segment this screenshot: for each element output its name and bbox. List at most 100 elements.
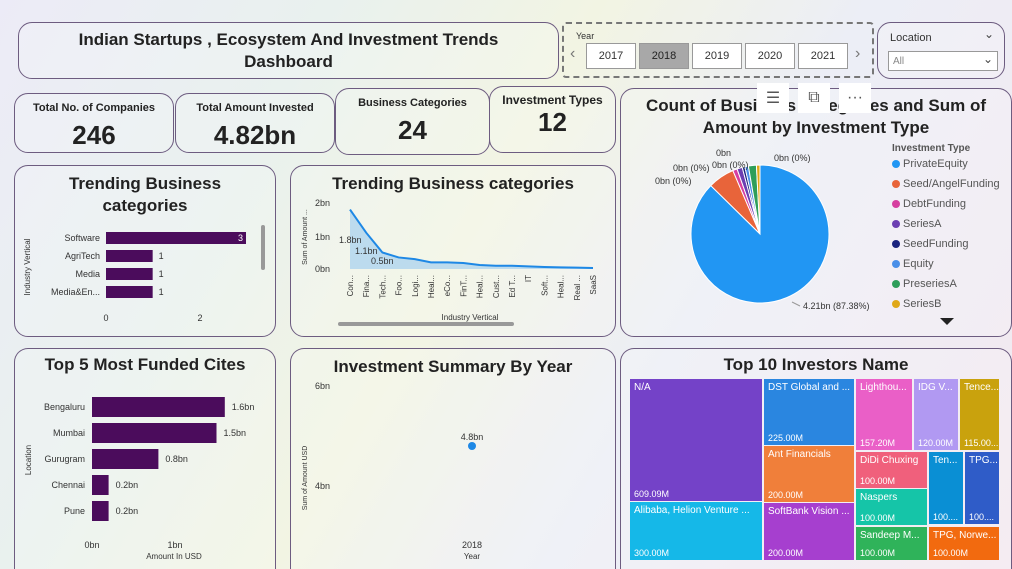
legend-item[interactable]: Equity — [892, 258, 934, 270]
location-dropdown[interactable]: All ⌄ — [888, 51, 998, 71]
pie-label: 0bn (0%) — [655, 176, 692, 186]
trending-bar-chart: Industry Vertical Software 3 AgriTech 1 Medi… — [23, 225, 265, 323]
category-label: AgriTech — [65, 251, 100, 261]
tile-label: N/A — [634, 382, 651, 393]
legend-swatch — [892, 200, 900, 208]
tile-label: Alibaba, Helion Venture ... — [634, 505, 750, 516]
legend-swatch — [892, 280, 900, 288]
treemap-tile[interactable]: Lighthou... 157.20M — [856, 379, 912, 450]
pie-chart: 0bn 0bn (0%) 0bn (0%) 0bn (0%) 0bn (0%) … — [655, 143, 971, 325]
summary-title: Investment Summary By Year — [333, 357, 573, 376]
dashboard-title: Indian Startups , Ecosystem And Investme… — [78, 30, 499, 71]
kpi-label: Total Amount Invested — [196, 102, 314, 114]
tile-label: Lighthou... — [860, 382, 907, 393]
legend-label: Equity — [903, 258, 934, 270]
x-tick-label: Con... — [346, 275, 355, 296]
kpi-amount: Total Amount Invested 4.82bn — [175, 93, 335, 153]
kpi-companies: Total No. of Companies 246 — [14, 93, 174, 153]
chevron-down-icon[interactable]: ⌄ — [983, 27, 994, 41]
legend-item[interactable]: PreseriesA — [892, 278, 957, 290]
treemap-tile[interactable]: Alibaba, Helion Venture ... 300.00M — [630, 502, 762, 560]
summary-xlabel: Year — [464, 552, 481, 561]
summary-xtick: 2018 — [462, 540, 482, 550]
legend-item[interactable]: SeedFunding — [892, 238, 968, 250]
tile-value: 200.00M — [768, 548, 804, 558]
tile-value: 120.00M — [918, 438, 954, 448]
cities-title: Top 5 Most Funded Cites — [44, 355, 246, 374]
treemap-tile[interactable]: TPG, Norwe... 100.00M — [929, 527, 999, 560]
trending-line-ylabel: Sum of Amount ... — [302, 209, 309, 265]
year-2019-button[interactable]: 2019 — [692, 43, 742, 69]
tile-value: 157.20M — [860, 438, 896, 448]
legend-item[interactable]: Seed/AngelFunding — [892, 178, 1000, 190]
value-label: 0.2bn — [116, 480, 139, 490]
cities-card: Top 5 Most Funded Cites — [14, 348, 276, 569]
year-2018-button[interactable]: 2018 — [639, 43, 689, 69]
series-line — [349, 209, 594, 270]
value-label: 0.8bn — [165, 454, 188, 464]
trending-line-title: Trending Business categories — [332, 174, 574, 193]
value-label: 3 — [238, 233, 243, 243]
x-tick-label: Cust... — [492, 275, 501, 298]
legend-item[interactable]: PrivateEquity — [892, 158, 968, 170]
more-options-icon[interactable]: ··· — [839, 83, 871, 113]
legend-swatch — [892, 220, 900, 228]
tile-label: DST Global and ... — [768, 382, 851, 393]
legend-item[interactable]: SeriesB — [892, 298, 942, 310]
area-fill — [350, 209, 593, 269]
bar — [106, 250, 153, 262]
location-slicer: Location ⌄ All ⌄ — [877, 22, 1005, 79]
pie-label: 4.21bn (87.38%) — [803, 301, 870, 311]
treemap-tile[interactable]: IDG V... 120.00M — [914, 379, 958, 450]
year-next-icon[interactable]: › — [855, 45, 861, 62]
legend-swatch — [892, 160, 900, 168]
treemap-tile[interactable]: Naspers 100.00M — [856, 489, 927, 525]
treemap-tile[interactable]: Ant Financials 200.00M — [764, 446, 854, 502]
year-2021-button[interactable]: 2021 — [798, 43, 848, 69]
pie-label: 0bn — [716, 148, 731, 158]
tile-value: 100.00M — [860, 513, 896, 523]
year-2017-button[interactable]: 2017 — [586, 43, 636, 69]
tile-label: SoftBank Vision ... — [768, 506, 850, 517]
x-tick-label: Heal... — [557, 275, 566, 298]
category-label: Gurugram — [44, 454, 85, 464]
treemap-tile[interactable]: DiDi Chuxing 100.00M — [856, 452, 927, 488]
legend-more-icon[interactable] — [940, 318, 954, 325]
category-label: Media&En... — [51, 287, 100, 297]
year-2020-button[interactable]: 2020 — [745, 43, 795, 69]
ytick: 6bn — [315, 381, 330, 391]
focus-mode-icon[interactable]: ⧉ — [798, 83, 830, 113]
summary-ylabel: Sum of Amount USD — [302, 446, 309, 511]
kpi-label: Investment Types — [502, 93, 603, 107]
pie-legend-title: Investment Type — [892, 143, 971, 154]
treemap-tile[interactable]: N/A 609.09M — [630, 379, 762, 501]
scrollbar[interactable] — [261, 225, 265, 270]
tile-label: Naspers — [860, 492, 898, 503]
treemap-tile[interactable]: Ten... 100.... — [929, 452, 963, 524]
treemap-tile[interactable]: SoftBank Vision ... 200.00M — [764, 503, 854, 560]
kpi-categories: Business Categories 24 — [335, 88, 490, 155]
year-slicer[interactable]: Year — [562, 22, 874, 78]
legend-item[interactable]: SeriesA — [892, 218, 942, 230]
tile-label: DiDi Chuxing — [860, 455, 919, 466]
treemap-tile[interactable]: DST Global and ... 225.00M — [764, 379, 854, 445]
filter-icon[interactable]: ☰ — [757, 83, 789, 113]
category-label: Media — [75, 269, 100, 279]
tile-label: Tence... — [964, 382, 999, 393]
scrollbar[interactable] — [338, 322, 514, 326]
x-tick-label: Real ... — [573, 275, 582, 300]
treemap-tile[interactable]: Tence... 115.00... — [960, 379, 999, 450]
legend-item[interactable]: DebtFunding — [892, 198, 966, 210]
treemap-tile[interactable]: TPG... 100.... — [965, 452, 999, 524]
kpi-label: Business Categories — [358, 97, 467, 109]
bar — [106, 232, 246, 244]
legend-label: SeriesB — [903, 298, 942, 310]
tile-label: TPG... — [969, 455, 998, 466]
pie-slice — [690, 164, 830, 304]
treemap-tile[interactable]: Sandeep M... 100.00M — [856, 527, 927, 560]
x-tick-label: eCo... — [443, 275, 452, 296]
year-slicer-label: Year — [576, 31, 595, 41]
point-label: 4.8bn — [461, 432, 484, 442]
x-tick-label: Fina... — [362, 275, 371, 297]
year-prev-icon[interactable]: ‹ — [570, 45, 576, 62]
